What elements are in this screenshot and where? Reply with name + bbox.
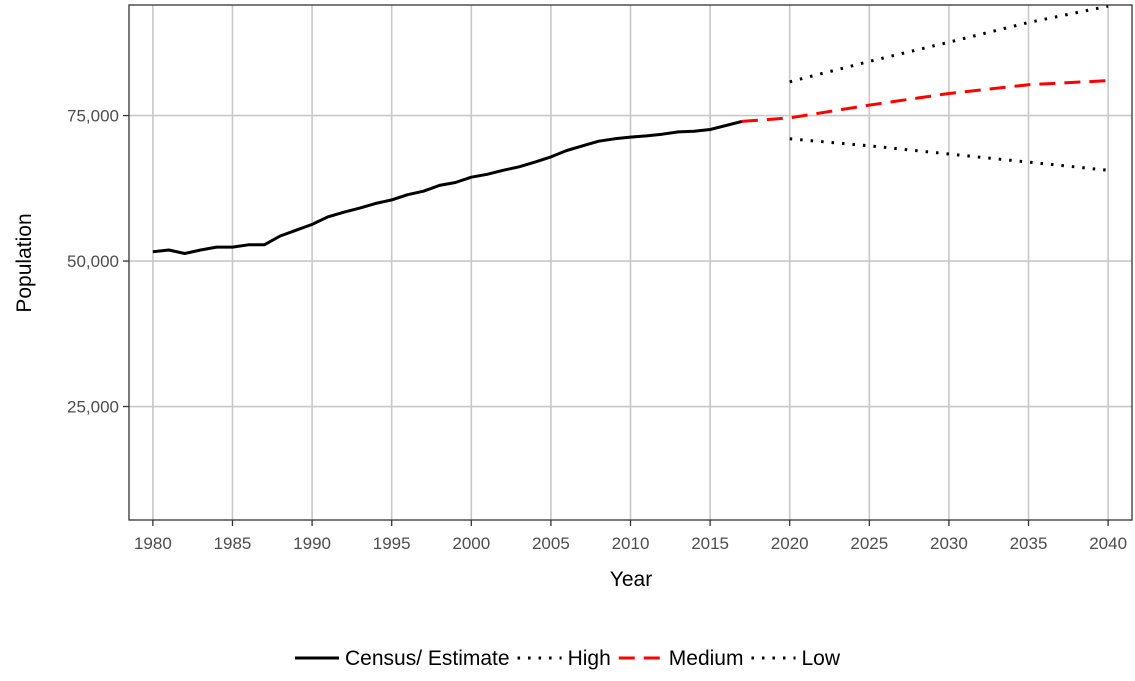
series-census-estimate-line [152,119,743,255]
y-tick-label: 25,000 [67,398,119,417]
x-tick-label: 2040 [1089,534,1127,553]
axes: 1980 1985 1990 1995 2000 2005 2010 2015 2020 2025… [67,107,1127,553]
legend-item-low: Low [751,647,841,670]
x-tick-label: 2025 [850,534,888,553]
y-tick-label: 50,000 [67,252,119,271]
legend-item-medium: Medium [618,647,744,670]
legend-item-high: High [517,647,611,670]
x-tick-label: 2015 [691,534,729,553]
x-tick-label: 1995 [373,534,411,553]
x-tick-label: 2020 [771,534,809,553]
x-tick-label: 2030 [930,534,968,553]
legend-label: Low [801,647,840,670]
x-tick-label: 1980 [134,534,172,553]
x-axis-title: Year [610,568,652,591]
legend-label: Medium [669,647,744,670]
x-tick-label: 1985 [214,534,252,553]
legend: Census/ Estimate High Medium Low [294,647,841,670]
y-axis-title: Population [13,213,36,312]
x-tick-label: 1990 [293,534,331,553]
x-tick-label: 2010 [612,534,650,553]
legend-item-census-estimate: Census/ Estimate [294,647,510,670]
x-tick-label: 2000 [452,534,490,553]
series-low-line [789,137,1109,172]
series-lines [152,4,1109,255]
legend-label: Census/ Estimate [345,647,510,670]
series-high-line [789,4,1109,84]
y-tick-label: 75,000 [67,107,119,126]
series-medium-line [741,79,1109,123]
legend-label: High [568,647,611,670]
x-tick-label: 2035 [1010,534,1048,553]
gridlines [129,5,1132,520]
x-tick-label: 2005 [532,534,570,553]
